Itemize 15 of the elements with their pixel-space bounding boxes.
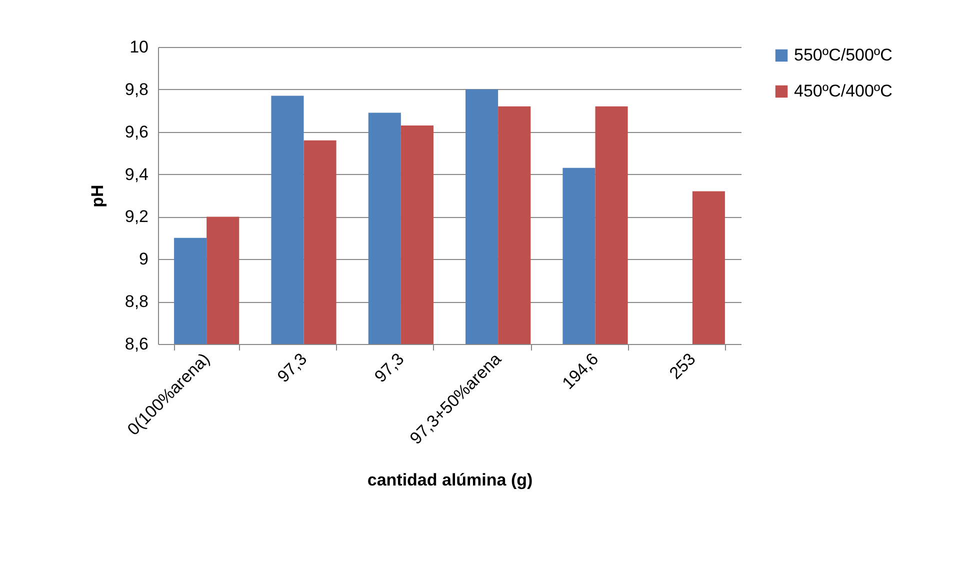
y-axis-title: pH <box>88 184 107 208</box>
x-axis-title: cantidad alúmina (g) <box>367 470 533 490</box>
y-tick-label: 9,4 <box>124 164 148 184</box>
y-tick-label: 8,6 <box>124 334 148 354</box>
legend-label: 450ºC/400ºC <box>794 82 892 100</box>
y-tick-label: 9,8 <box>124 80 148 99</box>
x-tick-label: 253 <box>666 349 700 383</box>
legend-label: 550ºC/500ºC <box>794 46 892 64</box>
y-tick-label: 10 <box>130 38 148 56</box>
x-tick-label: 97,3 <box>274 349 311 386</box>
y-tick-label: 9 <box>139 250 148 269</box>
x-tick-label: 97,3 <box>370 349 408 386</box>
y-tick-label: 9,6 <box>124 122 148 142</box>
y-tick-label: 9,2 <box>124 207 148 226</box>
y-tick-label: 8,8 <box>124 292 148 312</box>
